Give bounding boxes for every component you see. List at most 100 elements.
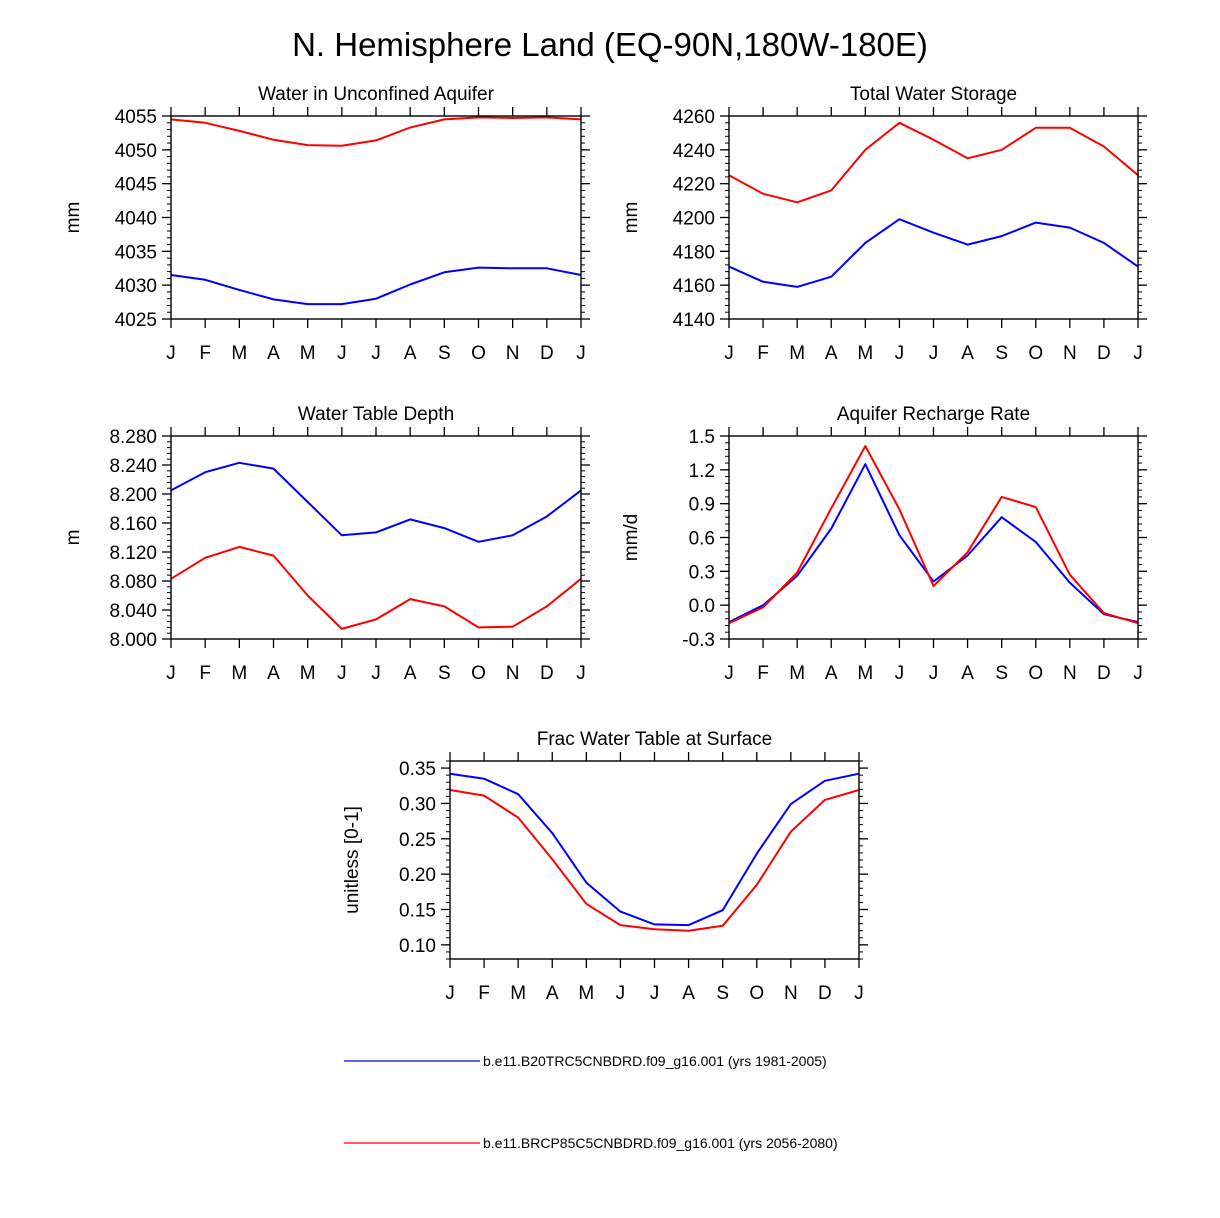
series-line-2: [728, 121, 1139, 204]
x-tick-label: A: [825, 663, 838, 684]
x-tick-label: M: [789, 343, 805, 364]
y-tick-label: 0.35: [399, 759, 436, 780]
x-tick-label: A: [546, 983, 559, 1004]
x-tick-label: M: [300, 663, 316, 684]
x-tick-label: J: [616, 983, 626, 1004]
series-line-2: [728, 445, 1139, 625]
x-tick-label: M: [231, 663, 247, 684]
x-tick-label: A: [267, 663, 280, 684]
x-tick-label: A: [404, 343, 417, 364]
x-tick-label: N: [506, 663, 520, 684]
chart-title: Water Table Depth: [298, 404, 454, 425]
x-tick-label: S: [716, 983, 729, 1004]
x-tick-label: M: [510, 983, 526, 1004]
x-tick-label: S: [995, 663, 1008, 684]
x-tick-label: O: [1028, 663, 1043, 684]
x-tick-label: N: [1063, 343, 1077, 364]
x-tick-label: J: [854, 983, 864, 1004]
y-tick-label: 8.120: [109, 543, 157, 564]
x-tick-label: J: [445, 983, 455, 1004]
x-tick-label: F: [478, 983, 490, 1004]
y-tick-label: 0.10: [399, 936, 436, 957]
x-tick-label: N: [1063, 663, 1077, 684]
x-tick-label: J: [724, 343, 734, 364]
legend: b.e11.B20TRC5CNBDRD.f09_g16.001 (yrs 198…: [344, 1053, 838, 1151]
x-tick-label: A: [682, 983, 695, 1004]
y-axis-label: mm: [63, 202, 84, 234]
y-tick-label: 4140: [673, 310, 715, 331]
series-line-1: [170, 461, 582, 543]
y-tick-label: 4220: [673, 175, 715, 196]
series-line-1: [449, 772, 860, 927]
series-line-1: [728, 463, 1139, 624]
y-tick-label: 8.240: [109, 456, 157, 477]
y-tick-label: 4240: [673, 141, 715, 162]
series-line-2: [170, 545, 582, 630]
x-tick-label: J: [929, 663, 939, 684]
y-axis-label: unitless [0-1]: [342, 806, 363, 914]
y-tick-label: 4035: [115, 242, 157, 263]
x-tick-label: D: [540, 343, 554, 364]
y-axis-label: mm: [621, 202, 642, 234]
y-tick-label: 4045: [115, 175, 157, 196]
x-tick-label: A: [825, 343, 838, 364]
x-tick-label: M: [857, 663, 873, 684]
chart-title: Aquifer Recharge Rate: [837, 404, 1030, 425]
legend-label-series-2: b.e11.BRCP85C5CNBDRD.f09_g16.001 (yrs 20…: [483, 1135, 838, 1151]
plot-frame: [170, 435, 582, 640]
y-tick-label: 1.5: [689, 427, 715, 448]
x-tick-label: A: [404, 663, 417, 684]
x-tick-label: M: [857, 343, 873, 364]
x-tick-label: J: [650, 983, 660, 1004]
x-tick-label: J: [1133, 663, 1143, 684]
y-tick-label: 4200: [673, 209, 715, 230]
x-tick-label: M: [578, 983, 594, 1004]
y-tick-label: 0.0: [689, 596, 715, 617]
series-line-1: [170, 266, 582, 306]
series-line-2: [170, 116, 582, 147]
x-tick-label: J: [724, 663, 734, 684]
x-tick-label: J: [895, 343, 905, 364]
y-tick-label: 4025: [115, 310, 157, 331]
x-tick-label: J: [929, 343, 939, 364]
y-tick-label: 4180: [673, 242, 715, 263]
y-axis-label: mm/d: [621, 514, 642, 562]
x-tick-label: D: [1097, 343, 1111, 364]
y-tick-label: -0.3: [682, 630, 715, 651]
y-tick-label: 8.280: [109, 427, 157, 448]
y-tick-label: 4040: [115, 209, 157, 230]
y-tick-label: 0.25: [399, 830, 436, 851]
y-tick-label: 8.160: [109, 514, 157, 535]
y-tick-label: 1.2: [689, 461, 715, 482]
x-tick-label: O: [1028, 343, 1043, 364]
x-tick-label: J: [337, 343, 347, 364]
x-tick-label: J: [166, 663, 176, 684]
y-tick-label: 4160: [673, 276, 715, 297]
legend-label-series-1: b.e11.B20TRC5CNBDRD.f09_g16.001 (yrs 198…: [483, 1053, 827, 1069]
x-tick-label: S: [438, 343, 451, 364]
y-tick-label: 4050: [115, 141, 157, 162]
y-axis-label: m: [63, 530, 84, 546]
y-tick-label: 0.6: [689, 529, 715, 550]
series-line-1: [728, 218, 1139, 288]
x-tick-label: S: [438, 663, 451, 684]
x-tick-label: J: [337, 663, 347, 684]
chart-panel-5: Frac Water Table at Surface unitless [0-1…: [342, 729, 868, 1004]
x-tick-label: F: [199, 663, 211, 684]
chart-title: Water in Unconfined Aquifer: [258, 84, 495, 105]
x-tick-label: S: [995, 343, 1008, 364]
x-tick-label: N: [506, 343, 520, 364]
x-tick-label: J: [1133, 343, 1143, 364]
x-tick-label: F: [757, 343, 769, 364]
plot-frame: [728, 435, 1139, 640]
y-tick-label: 8.000: [109, 630, 157, 651]
x-tick-label: M: [300, 343, 316, 364]
x-tick-label: J: [895, 663, 905, 684]
y-tick-label: 0.9: [689, 495, 715, 516]
x-tick-label: O: [749, 983, 764, 1004]
